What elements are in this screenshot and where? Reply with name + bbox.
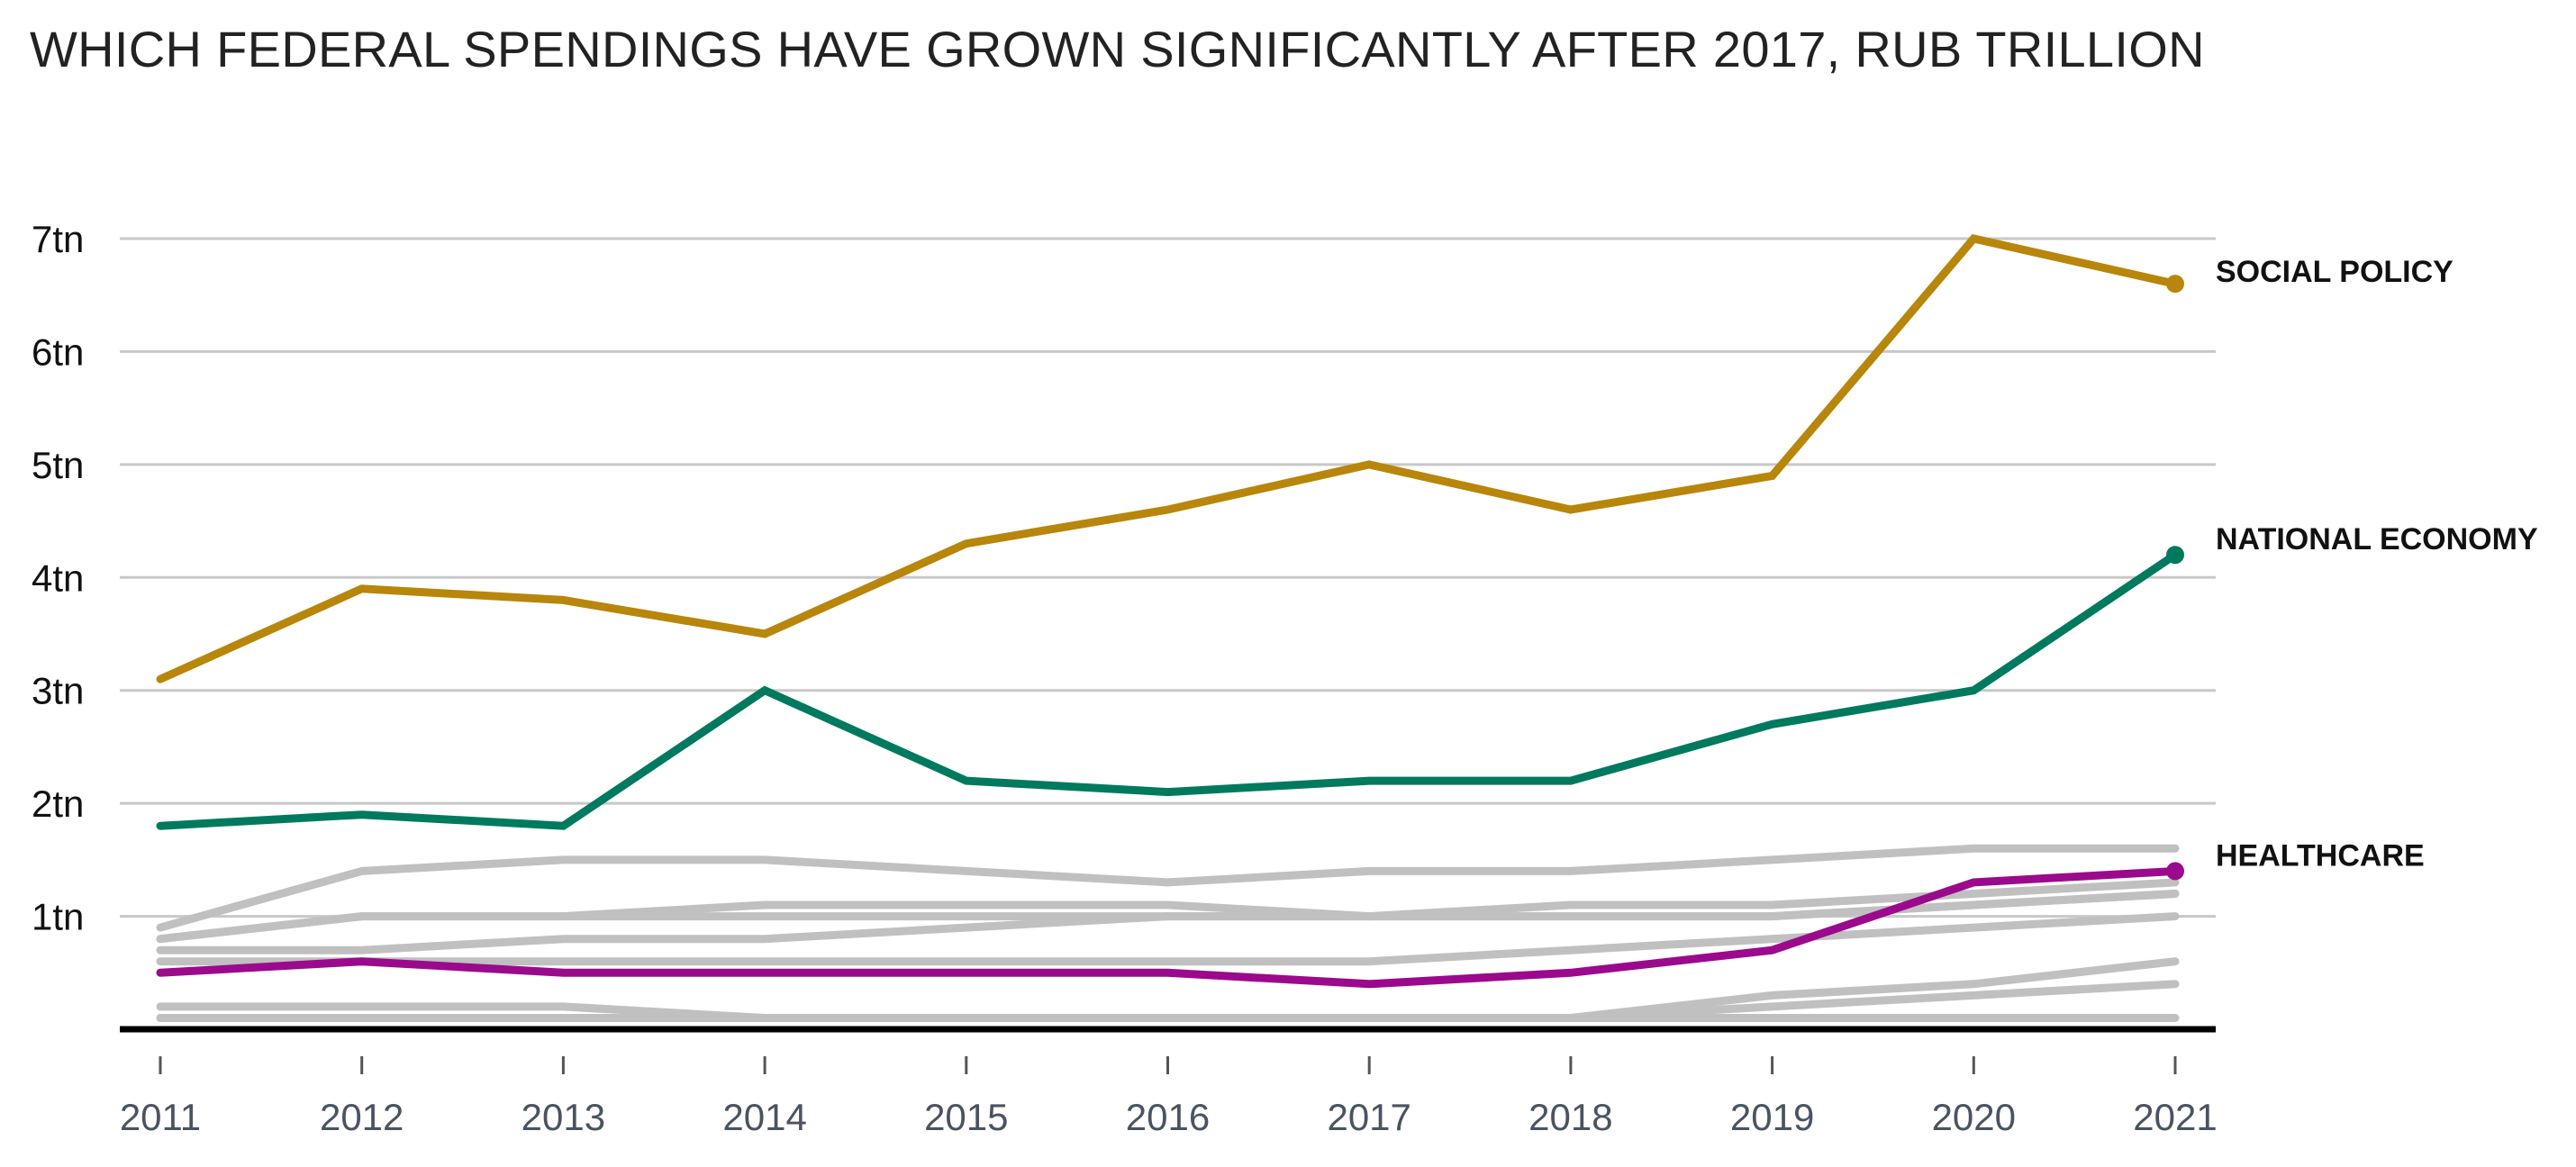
background-series	[156, 844, 2180, 1022]
x-tick-label: 2014	[722, 1096, 806, 1138]
x-tick-label: 2018	[1528, 1096, 1612, 1138]
y-tick-label: 4tn	[32, 556, 84, 599]
background-series-line	[156, 912, 2180, 966]
series-label-social-policy: SOCIAL POLICY	[2216, 255, 2454, 289]
y-tick-label: 6tn	[32, 330, 84, 373]
chart-title: WHICH FEDERAL SPENDINGS HAVE GROWN SIGNI…	[30, 21, 2205, 77]
x-tick-label: 2016	[1126, 1096, 1210, 1138]
series-line-national-economy	[156, 550, 2180, 830]
background-series-line	[156, 890, 2180, 954]
series-end-point	[2166, 275, 2184, 294]
y-tick-label: 1tn	[32, 896, 84, 938]
series-labels: SOCIAL POLICY NATIONAL ECONOMY HEALTHCARE	[2216, 255, 2538, 873]
series-label-national-economy: NATIONAL ECONOMY	[2216, 522, 2538, 556]
series-line-healthcare	[156, 866, 2180, 989]
x-tick-label: 2017	[1327, 1096, 1410, 1138]
y-tick-label: 7tn	[32, 218, 84, 260]
x-tick-label: 2019	[1730, 1096, 1814, 1138]
x-tick-label: 2013	[522, 1096, 605, 1138]
y-tick-label: 3tn	[32, 670, 84, 712]
x-axis-ticks: 2011 2012 2013 2014 2015 2016 2017 2018 2019 2020…	[120, 1056, 2218, 1138]
y-tick-label: 2tn	[32, 783, 84, 825]
x-tick-label: 2015	[924, 1096, 1008, 1138]
background-series-line	[156, 844, 2180, 932]
series-line-social-policy	[156, 234, 2180, 683]
series-end-point	[2166, 546, 2184, 565]
highlighted-series	[156, 234, 2184, 989]
x-tick-label: 2020	[1932, 1096, 2016, 1138]
x-tick-label: 2021	[2133, 1096, 2217, 1138]
series-end-point	[2166, 862, 2184, 881]
x-tick-label: 2011	[120, 1096, 201, 1138]
series-label-healthcare: HEALTHCARE	[2216, 838, 2425, 873]
x-tick-label: 2012	[320, 1096, 404, 1138]
y-axis-ticks: 1tn 2tn 3tn 4tn 5tn 6tn 7tn	[32, 218, 84, 938]
y-tick-label: 5tn	[32, 444, 84, 486]
